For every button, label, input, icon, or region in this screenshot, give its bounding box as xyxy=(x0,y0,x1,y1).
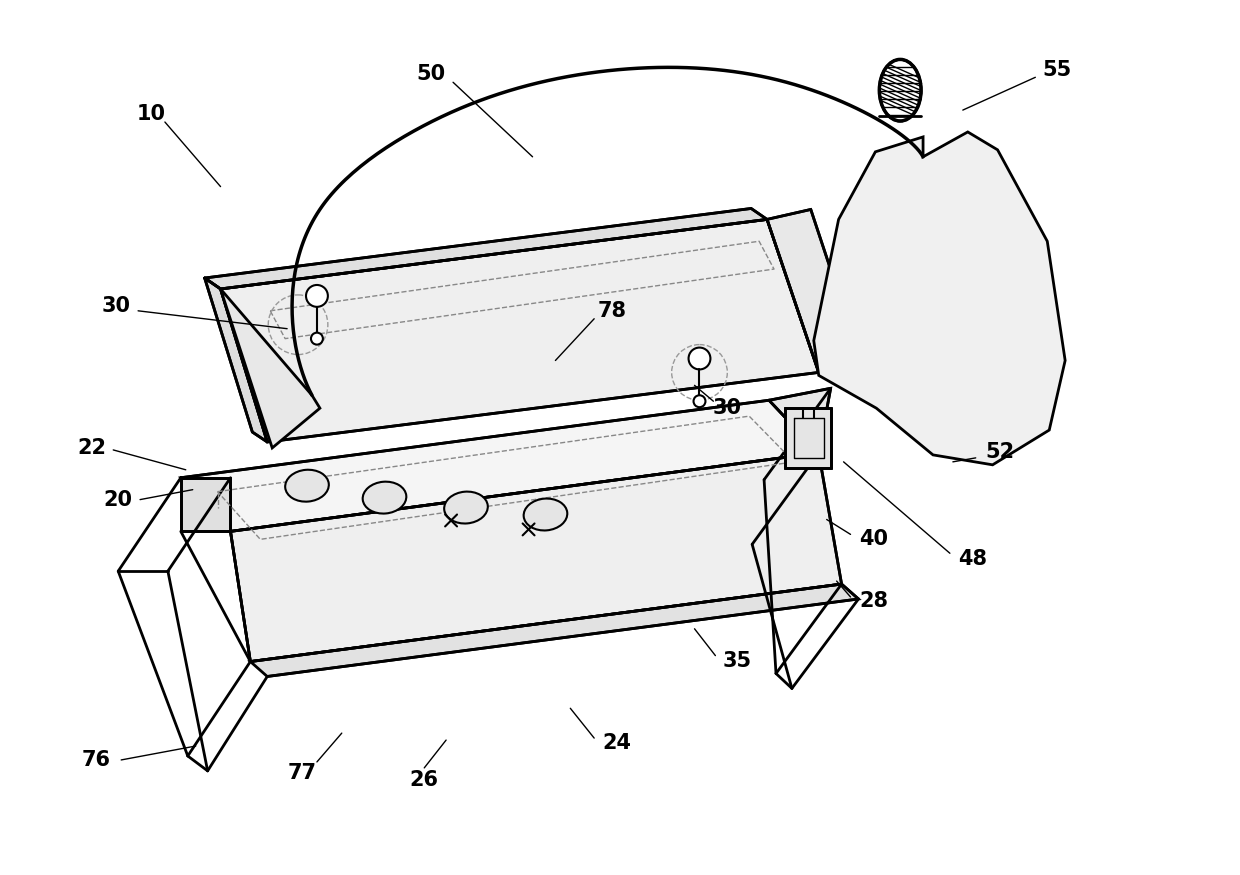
Polygon shape xyxy=(813,132,1065,465)
Text: 55: 55 xyxy=(1043,60,1071,80)
Text: 26: 26 xyxy=(409,770,439,790)
Text: 20: 20 xyxy=(104,490,133,509)
Ellipse shape xyxy=(523,499,567,530)
Text: 24: 24 xyxy=(603,733,631,753)
Text: 30: 30 xyxy=(713,398,742,418)
Polygon shape xyxy=(768,209,862,373)
Text: 28: 28 xyxy=(859,591,888,611)
Circle shape xyxy=(693,396,706,407)
Ellipse shape xyxy=(879,60,921,121)
Text: 52: 52 xyxy=(985,442,1014,462)
Polygon shape xyxy=(250,584,858,676)
Text: 78: 78 xyxy=(598,301,626,321)
Polygon shape xyxy=(785,408,831,468)
Circle shape xyxy=(306,285,327,307)
Polygon shape xyxy=(231,453,842,662)
Circle shape xyxy=(688,347,711,369)
Text: 76: 76 xyxy=(82,750,110,770)
Ellipse shape xyxy=(444,492,487,523)
Polygon shape xyxy=(205,208,768,289)
Polygon shape xyxy=(205,278,268,442)
Text: 40: 40 xyxy=(859,529,888,550)
Ellipse shape xyxy=(285,470,329,501)
Text: 77: 77 xyxy=(288,763,316,783)
Polygon shape xyxy=(181,478,231,531)
Polygon shape xyxy=(769,388,831,453)
Text: 22: 22 xyxy=(77,438,105,458)
Text: 50: 50 xyxy=(417,65,445,84)
Text: 10: 10 xyxy=(136,104,165,124)
Ellipse shape xyxy=(362,481,407,514)
Text: 30: 30 xyxy=(102,296,130,316)
Text: 48: 48 xyxy=(959,550,987,570)
Circle shape xyxy=(311,332,322,345)
Polygon shape xyxy=(181,400,818,531)
Text: 35: 35 xyxy=(723,651,751,670)
Polygon shape xyxy=(221,220,818,442)
Polygon shape xyxy=(221,289,320,448)
